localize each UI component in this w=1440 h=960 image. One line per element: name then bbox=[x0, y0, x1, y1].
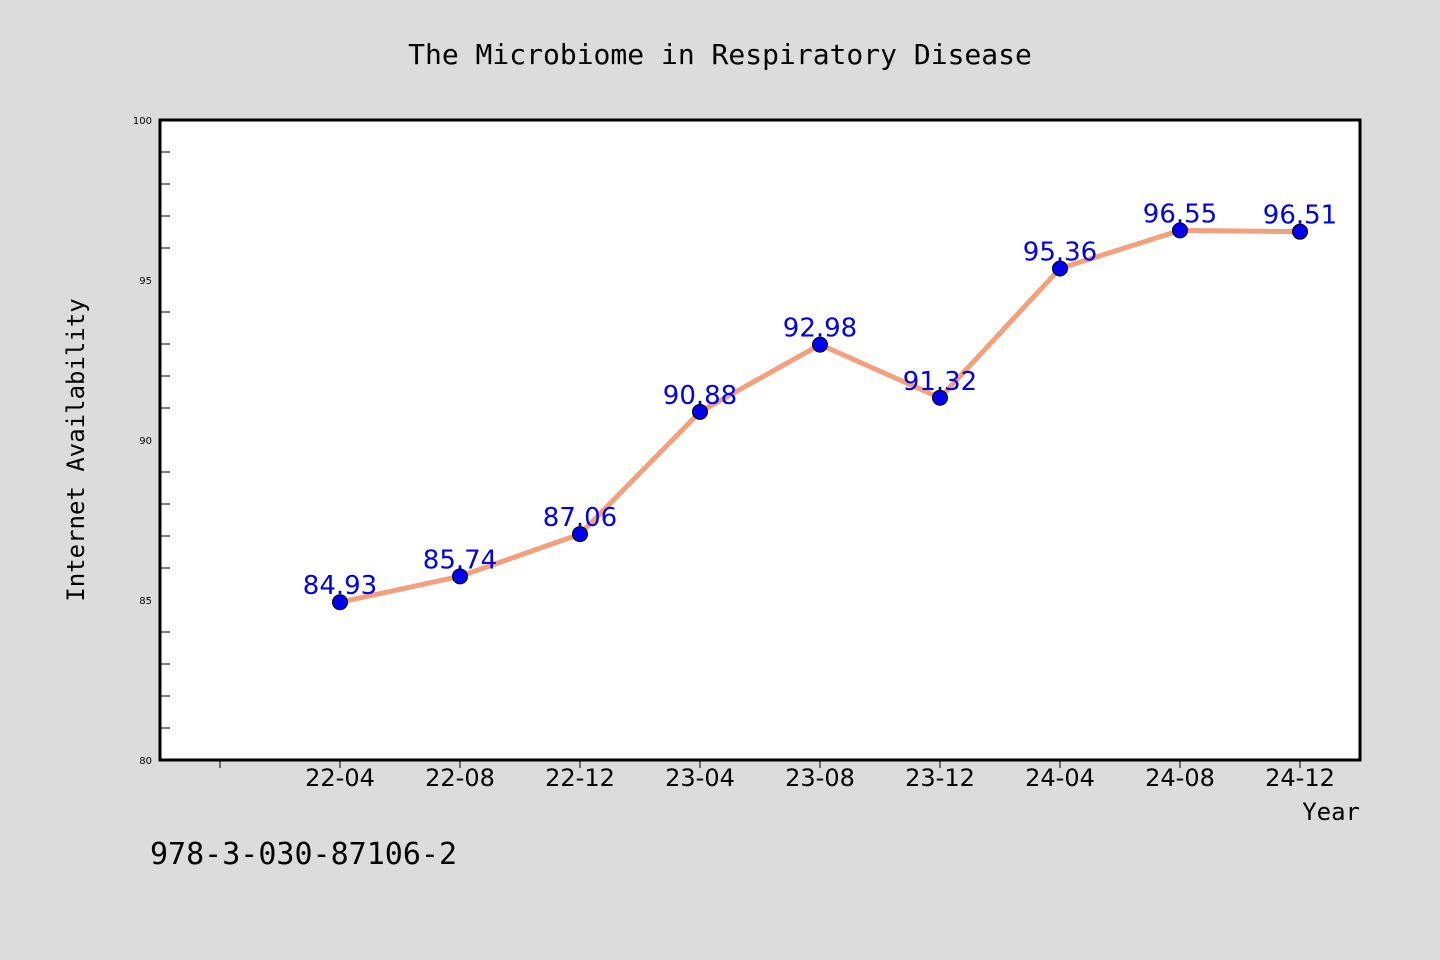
y-tick-label: 85 bbox=[139, 596, 152, 607]
data-labels: 84.93 85.74 87.06 90.88 92.98 91.32 95.36 96.55… bbox=[303, 199, 1337, 601]
data-label: 85.74 bbox=[423, 545, 497, 575]
data-point bbox=[1052, 260, 1068, 277]
y-axis-label: Internet Availability bbox=[62, 298, 90, 601]
y-tick-label: 90 bbox=[139, 436, 152, 447]
data-point bbox=[572, 526, 588, 543]
x-axis: 22-04 22-08 22-12 23-04 23-08 23-12 24-04 24-08… bbox=[219, 760, 1335, 792]
data-label: 84.93 bbox=[303, 571, 377, 601]
data-label: 96.55 bbox=[1143, 199, 1217, 229]
data-point bbox=[452, 568, 468, 585]
data-point bbox=[1292, 223, 1308, 240]
x-tick-label: 23-08 bbox=[785, 764, 855, 792]
plot-area bbox=[158, 118, 1362, 762]
x-tick-label: 23-04 bbox=[665, 764, 735, 792]
x-tick-label: 22-12 bbox=[545, 764, 615, 792]
y-tick-label: 100 bbox=[133, 116, 152, 127]
data-label: 95.36 bbox=[1023, 237, 1097, 267]
chart-title: The Microbiome in Respiratory Disease bbox=[408, 38, 1032, 71]
x-tick-label: 23-12 bbox=[905, 764, 975, 792]
x-tick-label: 24-04 bbox=[1025, 764, 1095, 792]
x-tick-label: 22-04 bbox=[305, 764, 375, 792]
data-point bbox=[812, 336, 828, 353]
data-point bbox=[1172, 222, 1188, 239]
x-tick-label: 24-12 bbox=[1265, 764, 1335, 792]
footnote-isbn: 978-3-030-87106-2 bbox=[150, 837, 457, 872]
y-tick-label: 80 bbox=[139, 756, 152, 767]
data-points bbox=[332, 222, 1308, 611]
x-tick-label: 22-08 bbox=[425, 764, 495, 792]
data-label: 87.06 bbox=[543, 503, 617, 533]
y-tick-label: 95 bbox=[139, 276, 152, 287]
data-label: 91.32 bbox=[903, 367, 977, 397]
data-point bbox=[692, 403, 708, 420]
x-axis-label: Year bbox=[1302, 798, 1360, 826]
data-label: 96.51 bbox=[1263, 201, 1337, 231]
data-label: 90.88 bbox=[663, 381, 737, 411]
y-axis: 80 85 90 95 100 bbox=[133, 116, 170, 767]
data-point bbox=[932, 389, 948, 406]
data-label: 92.98 bbox=[783, 314, 857, 344]
x-tick-label: 24-08 bbox=[1145, 764, 1215, 792]
data-point bbox=[332, 594, 348, 611]
